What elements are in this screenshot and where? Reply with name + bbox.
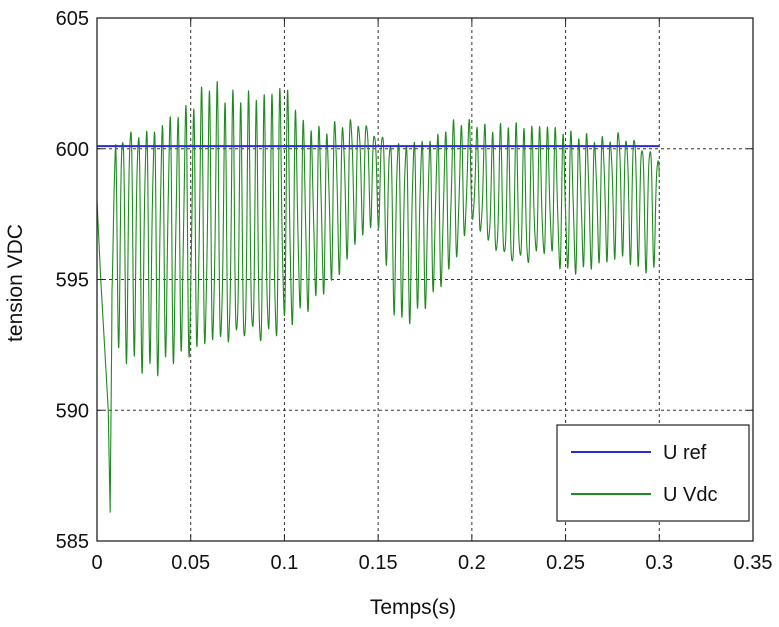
y-tick-label: 605 — [56, 8, 89, 30]
y-tick-label: 590 — [56, 400, 89, 422]
ticks: 0 0.05 0.1 0.15 0.2 0.25 0.3 0.35 585 590 595 600 60… — [56, 8, 773, 574]
series-layer — [96, 80, 660, 513]
x-tick-label: 0.1 — [271, 552, 299, 574]
legend-box — [556, 424, 750, 522]
series-u-vdc-line — [96, 80, 660, 513]
y-tick-label: 585 — [56, 531, 89, 553]
x-tick-label: 0.2 — [458, 552, 486, 574]
y-axis-label: tension VDC — [4, 224, 27, 342]
y-tick-label: 600 — [56, 139, 89, 161]
legend-label-u-vdc: U Vdc — [663, 484, 717, 506]
legend: U ref U Vdc — [556, 424, 750, 522]
x-axis-label: Temps(s) — [370, 596, 456, 619]
x-tick-label: 0 — [91, 552, 102, 574]
x-tick-label: 0.25 — [546, 552, 585, 574]
legend-label-u-ref: U ref — [663, 442, 707, 464]
x-tick-label: 0.15 — [359, 552, 398, 574]
y-tick-label: 595 — [56, 270, 89, 292]
x-tick-label: 0.05 — [171, 552, 210, 574]
x-tick-label: 0.3 — [645, 552, 673, 574]
x-tick-label: 0.35 — [734, 552, 773, 574]
